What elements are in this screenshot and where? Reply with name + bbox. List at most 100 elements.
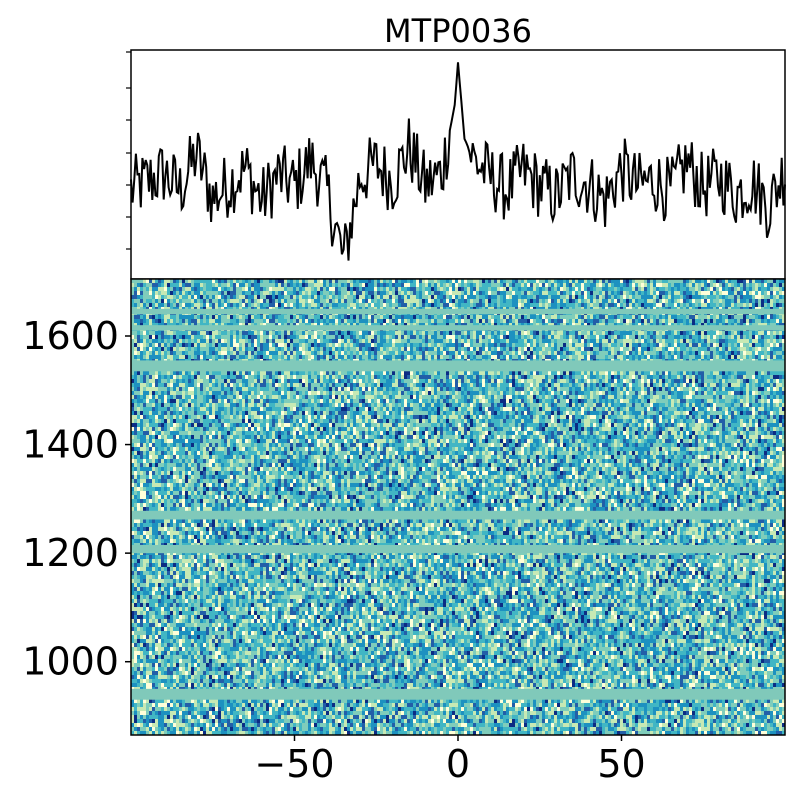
heatmap-cell — [611, 283, 614, 287]
heatmap-cell — [614, 319, 617, 323]
heatmap-cell — [383, 291, 386, 295]
heatmap-cell — [599, 347, 602, 351]
heatmap-cell — [158, 287, 161, 291]
heatmap-cell — [578, 299, 581, 303]
heatmap-cell — [143, 303, 146, 307]
heatmap-cell — [407, 355, 410, 359]
heatmap-cell — [620, 299, 623, 303]
heatmap-cell — [725, 319, 728, 323]
heatmap-cell — [575, 283, 578, 287]
heatmap-cell — [353, 303, 356, 307]
heatmap-cell — [590, 319, 593, 323]
heatmap-cell — [266, 291, 269, 295]
heatmap-cell — [275, 299, 278, 303]
heatmap-cell — [233, 291, 236, 295]
heatmap-cell — [215, 295, 218, 299]
heatmap-cell — [728, 287, 731, 291]
heatmap-cell — [236, 347, 239, 351]
heatmap-cell — [476, 355, 479, 359]
heatmap-cell — [347, 351, 350, 355]
heatmap-cell — [770, 303, 773, 307]
heatmap-cell — [347, 283, 350, 287]
heatmap-cell — [776, 339, 779, 343]
heatmap-cell — [326, 291, 329, 295]
heatmap-cell — [275, 315, 278, 319]
heatmap-cell — [251, 347, 254, 351]
heatmap-cell — [662, 339, 665, 343]
heatmap-cell — [728, 283, 731, 287]
heatmap-cell — [554, 355, 557, 359]
heatmap-cell — [320, 287, 323, 291]
heatmap-cell — [260, 343, 263, 347]
heatmap-cell — [734, 283, 737, 287]
heatmap-cell — [521, 299, 524, 303]
heatmap-cell — [404, 295, 407, 299]
heatmap-cell — [755, 335, 758, 339]
heatmap-cell — [170, 291, 173, 295]
heatmap-cell — [779, 347, 782, 351]
heatmap-cell — [665, 339, 668, 343]
heatmap-cell — [722, 347, 725, 351]
heatmap-cell — [701, 283, 704, 287]
heatmap-cell — [170, 351, 173, 355]
heatmap-cell — [401, 291, 404, 295]
heatmap-cell — [203, 347, 206, 351]
heatmap-cell — [476, 299, 479, 303]
heatmap-cell — [356, 315, 359, 319]
heatmap-cell — [389, 343, 392, 347]
heatmap-cell — [491, 339, 494, 343]
heatmap-cell — [269, 343, 272, 347]
heatmap-cell — [389, 331, 392, 335]
heatmap-cell — [176, 303, 179, 307]
heatmap-cell — [302, 343, 305, 347]
heatmap-cell — [620, 303, 623, 307]
heatmap-cell — [542, 335, 545, 339]
heatmap-cell — [668, 355, 671, 359]
heatmap-cell — [755, 287, 758, 291]
heatmap-cell — [380, 299, 383, 303]
heatmap-cell — [431, 291, 434, 295]
heatmap-cell — [431, 351, 434, 355]
heatmap-cell — [650, 303, 653, 307]
heatmap-cell — [698, 351, 701, 355]
heatmap-cell — [731, 315, 734, 319]
heatmap-cell — [440, 319, 443, 323]
heatmap-cell — [554, 351, 557, 355]
heatmap-cell — [305, 339, 308, 343]
heatmap-cell — [536, 295, 539, 299]
heatmap-cell — [776, 347, 779, 351]
heatmap-cell — [575, 347, 578, 351]
heatmap-cell — [728, 299, 731, 303]
heatmap-cell — [602, 303, 605, 307]
heatmap-cell — [671, 283, 674, 287]
heatmap-cell — [656, 303, 659, 307]
heatmap-cell — [338, 287, 341, 291]
heatmap-cell — [359, 319, 362, 323]
heatmap-cell — [719, 335, 722, 339]
heatmap-cell — [512, 355, 515, 359]
heatmap-cell — [179, 303, 182, 307]
heatmap-cell — [290, 339, 293, 343]
heatmap-cell — [407, 335, 410, 339]
heatmap-cell — [710, 351, 713, 355]
heatmap-cell — [233, 351, 236, 355]
heatmap-cell — [368, 291, 371, 295]
heatmap-cell — [356, 339, 359, 343]
heatmap-cell — [485, 331, 488, 335]
heatmap-cell — [305, 295, 308, 299]
heatmap-cell — [671, 355, 674, 359]
heatmap-cell — [701, 287, 704, 291]
heatmap-cell — [551, 351, 554, 355]
heatmap-cell — [410, 339, 413, 343]
heatmap-cell — [614, 335, 617, 339]
heatmap-cell — [710, 355, 713, 359]
heatmap-cell — [593, 299, 596, 303]
heatmap-cell — [464, 291, 467, 295]
heatmap-cell — [218, 315, 221, 319]
heatmap-cell — [485, 343, 488, 347]
heatmap-cell — [143, 295, 146, 299]
heatmap-cell — [551, 339, 554, 343]
heatmap-cell — [536, 299, 539, 303]
heatmap-cell — [548, 319, 551, 323]
heatmap-cell — [524, 315, 527, 319]
